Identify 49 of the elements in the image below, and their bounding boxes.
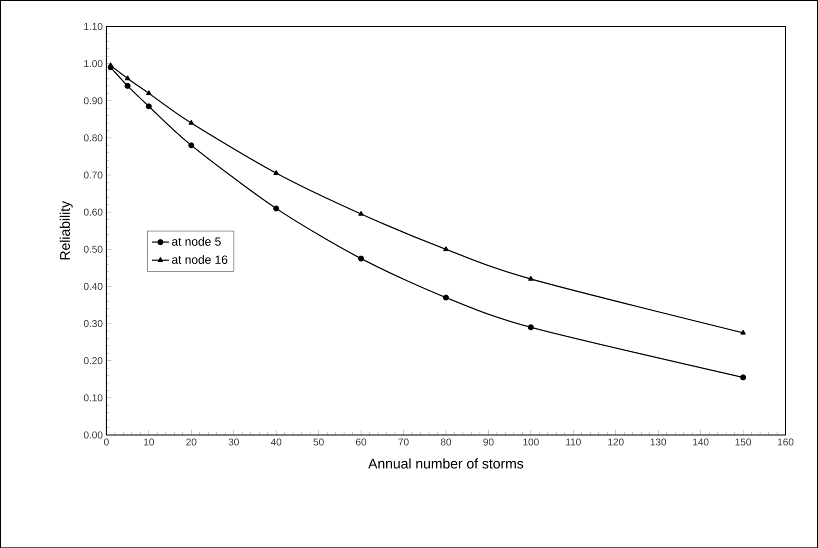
- y-tick-label: 0.90: [84, 97, 102, 104]
- point: [442, 294, 449, 300]
- x-tick-label: 20: [186, 438, 196, 446]
- x-tick-label: 30: [228, 438, 239, 446]
- x-tick-label: 80: [440, 438, 452, 446]
- y-tick-label: 0.70: [84, 171, 102, 178]
- x-tick-label: 150: [736, 438, 752, 446]
- point: [273, 170, 279, 175]
- x-tick-label: 50: [313, 438, 324, 446]
- y-tick-label: 0.50: [84, 246, 102, 253]
- x-tick-label: 160: [778, 438, 794, 446]
- y-tick-label: 0.20: [84, 357, 102, 364]
- y-tick-label: 0.80: [84, 134, 102, 142]
- y-tick-label: 0.40: [84, 282, 102, 290]
- point: [358, 210, 364, 216]
- y-axis-title: Reliability: [60, 200, 73, 260]
- x-tick-label: 40: [270, 438, 282, 446]
- x-tick-label: 100: [523, 438, 539, 446]
- point: [188, 142, 194, 148]
- x-tick-label: 120: [608, 438, 624, 446]
- x-tick-label: 0: [104, 438, 109, 446]
- legend-label: at node 16: [172, 254, 228, 264]
- y-tick-label: 0.30: [84, 320, 102, 327]
- point: [188, 120, 194, 125]
- point: [528, 324, 534, 330]
- y-tick-label: 1.00: [84, 60, 102, 67]
- point: [443, 246, 449, 251]
- x-tick-label: 110: [566, 438, 581, 446]
- x-tick-label: 130: [650, 438, 666, 446]
- point: [124, 82, 131, 89]
- y-tick-label: 1.10: [84, 22, 102, 30]
- x-tick-label: 60: [356, 438, 366, 446]
- point: [273, 205, 280, 212]
- x-tick-label: 10: [144, 438, 154, 446]
- point: [358, 255, 364, 262]
- point: [146, 103, 152, 110]
- point: [740, 330, 746, 334]
- point: [124, 75, 130, 80]
- y-tick-label: 0.60: [84, 208, 102, 216]
- x-tick-label: 70: [398, 438, 409, 446]
- legend-label: at node 5: [172, 236, 221, 246]
- y-tick-label: 0.00: [84, 431, 102, 438]
- point: [528, 276, 534, 281]
- x-tick-label: 90: [483, 438, 494, 446]
- point: [740, 374, 746, 380]
- x-tick-label: 140: [693, 438, 709, 446]
- x-axis-title: Annual number of storms: [368, 458, 524, 468]
- point: [146, 90, 152, 95]
- y-tick-label: 0.10: [84, 394, 102, 402]
